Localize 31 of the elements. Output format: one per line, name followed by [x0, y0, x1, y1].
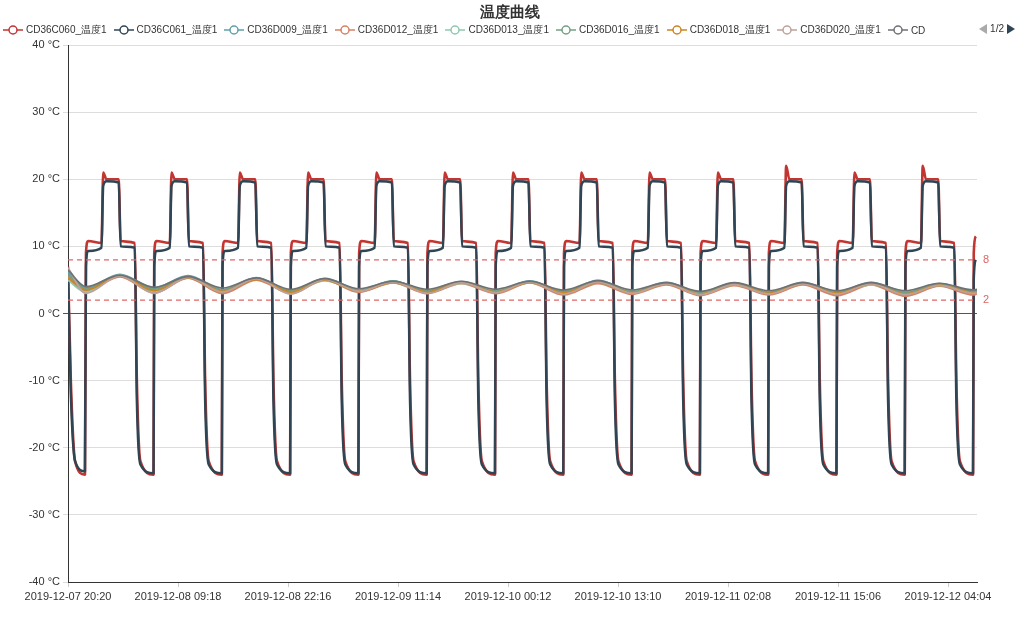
- x-tick-label: 2019-12-08 09:18: [134, 589, 222, 602]
- ref-line-label: 8: [983, 252, 990, 265]
- legend-label: CD36D009_温度1: [247, 23, 328, 37]
- x-tick-label: 2019-12-11 02:08: [684, 589, 772, 602]
- y-tick-label: -30 °C: [28, 507, 61, 520]
- y-tick-label: 0 °C: [38, 306, 61, 319]
- y-tick-label: -20 °C: [28, 440, 61, 453]
- chart-title: 温度曲线: [478, 3, 541, 22]
- x-tick-label: 2019-12-11 15:06: [794, 589, 882, 602]
- x-tick-label: 2019-12-08 22:16: [244, 589, 332, 602]
- text: 1/2: [990, 23, 1004, 34]
- legend-label: CD36C060_温度1: [26, 23, 107, 37]
- y-tick-label: 20 °C: [32, 172, 61, 185]
- legend-label: CD36D020_温度1: [800, 23, 881, 37]
- legend-label: CD36D012_温度1: [357, 23, 439, 37]
- y-tick-label: -40 °C: [28, 575, 61, 588]
- ref-line-label: 2: [983, 293, 990, 306]
- x-tick-label: 2019-12-10 13:10: [574, 589, 662, 602]
- legend-label: CD36D013_温度1: [468, 23, 550, 37]
- legend-label: CD36C061_温度1: [136, 23, 218, 37]
- y-tick-label: 10 °C: [32, 239, 61, 252]
- legend-label: CD36D016_温度1: [579, 23, 660, 37]
- x-tick-label: 2019-12-12 04:04: [904, 589, 992, 602]
- y-tick-label: 40 °C: [32, 38, 61, 51]
- x-tick-label: 2019-12-07 20:20: [24, 589, 112, 602]
- y-tick-label: -10 °C: [28, 373, 61, 386]
- legend-label: CD36D018_温度1: [689, 23, 771, 37]
- legend-label: CD: [910, 24, 926, 36]
- x-tick-label: 2019-12-10 00:12: [464, 589, 552, 602]
- y-tick-label: 30 °C: [32, 105, 61, 118]
- x-tick-label: 2019-12-09 11:14: [354, 589, 442, 602]
